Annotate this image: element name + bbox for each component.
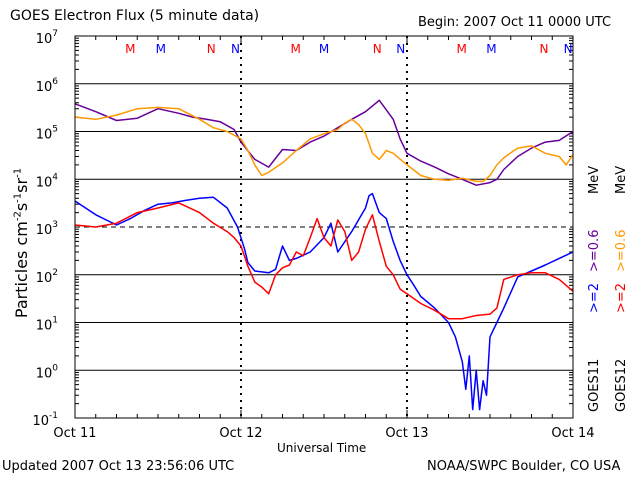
marker-n: N	[396, 42, 405, 56]
marker-m: M	[319, 42, 329, 56]
updated-timestamp: Updated 2007 Oct 13 23:56:06 UTC	[2, 459, 235, 474]
gridlines	[75, 36, 573, 418]
marker-n: N	[373, 42, 382, 56]
marker-m: M	[125, 42, 135, 56]
x-tick-marks	[74, 36, 574, 418]
x-axis-label: Universal Time	[277, 441, 367, 455]
series-g12_2	[74, 202, 574, 320]
x-tick-label: Oct 14	[551, 426, 594, 441]
legend-goes11-06mev: >=0.6	[587, 229, 602, 272]
legend-goes12-2mev: >=2	[614, 282, 629, 313]
begin-time: Begin: 2007 Oct 11 0000 UTC	[418, 15, 612, 30]
series-g11_2	[74, 192, 574, 411]
marker-n: N	[539, 42, 548, 56]
credit-line: NOAA/SWPC Boulder, CO USA	[427, 459, 621, 474]
y-tick-label: 107	[36, 29, 58, 47]
y-tick-label: 103	[36, 220, 58, 238]
x-tick-label: Oct 11	[53, 426, 96, 441]
marker-n: N	[564, 42, 573, 56]
legend-goes11: GOES11	[587, 358, 602, 412]
series-g12_06	[74, 106, 574, 183]
legend-goes11-2mev: >=2	[587, 282, 602, 313]
y-tick-label: 104	[36, 172, 59, 190]
x-tick-label: Oct 13	[385, 426, 428, 441]
legend-goes12: GOES12	[614, 358, 629, 412]
legend-goes12-06mev: >=0.6	[614, 229, 629, 272]
x-ticks: Oct 11 Oct 12 Oct 13 Oct 14	[53, 426, 594, 441]
chart-title: GOES Electron Flux (5 minute data)	[10, 8, 260, 24]
y-axis-label: Particles cm-2s-1sr-1	[12, 167, 31, 319]
y-ticks: 10-1 100 101 102 103 104 105 106 107	[32, 29, 58, 429]
y-tick-label: 10-1	[32, 411, 58, 429]
x-tick-label: Oct 12	[219, 426, 262, 441]
y-tick-label: 101	[36, 316, 58, 334]
marker-n: N	[207, 42, 216, 56]
legend-unit-goes11: MeV	[587, 165, 602, 194]
marker-m: M	[486, 42, 496, 56]
marker-n: N	[231, 42, 240, 56]
y-tick-label: 102	[36, 268, 58, 286]
y-tick-label: 105	[36, 125, 58, 143]
series-layer	[74, 99, 574, 411]
y-tick-label: 106	[36, 77, 59, 95]
marker-m: M	[290, 42, 300, 56]
y-tick-label: 100	[36, 363, 59, 381]
marker-m: M	[156, 42, 166, 56]
marker-m: M	[456, 42, 466, 56]
plot-frame	[74, 35, 574, 419]
legend-unit-goes12: MeV	[614, 165, 629, 194]
series-g11_06	[74, 99, 574, 186]
